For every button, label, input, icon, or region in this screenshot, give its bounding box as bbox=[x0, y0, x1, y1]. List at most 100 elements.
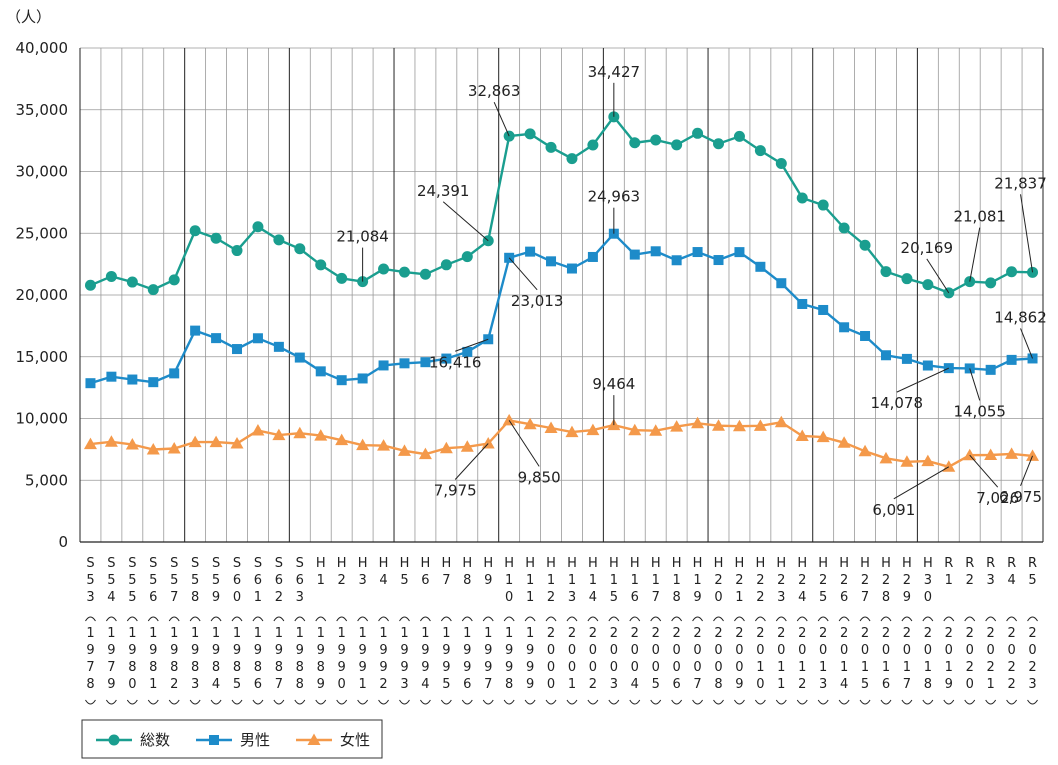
data-point bbox=[419, 268, 431, 280]
x-tick-label: S 5 5 1 9 8 0 bbox=[126, 556, 138, 705]
y-axis-unit: （人） bbox=[6, 8, 51, 26]
data-point bbox=[732, 419, 746, 432]
data-point bbox=[566, 153, 578, 165]
data-point bbox=[83, 437, 97, 450]
legend-item: 総数 bbox=[96, 731, 170, 749]
data-point bbox=[125, 438, 139, 450]
leader-line bbox=[1020, 328, 1033, 359]
x-tick-label: H 1 1 9 8 9 bbox=[315, 556, 327, 705]
data-point bbox=[377, 439, 391, 451]
data-point bbox=[294, 243, 306, 255]
data-point bbox=[251, 424, 265, 436]
data-point bbox=[713, 255, 724, 266]
x-tick-label: H 2 1 2 0 0 9 bbox=[734, 556, 745, 705]
paren-close bbox=[838, 699, 850, 705]
x-tick-label: H 1 6 2 0 0 4 bbox=[629, 556, 641, 705]
legend-item: 男性 bbox=[196, 731, 270, 749]
legend-marker bbox=[108, 734, 120, 746]
x-tick-label: R 4 2 0 2 2 bbox=[1006, 556, 1018, 705]
y-tick-label: 40,000 bbox=[16, 39, 69, 57]
y-tick-label: 5,000 bbox=[25, 471, 68, 489]
data-point bbox=[922, 360, 933, 371]
paren-open bbox=[399, 616, 410, 622]
data-point bbox=[148, 377, 159, 388]
data-label: 24,963 bbox=[588, 188, 641, 206]
y-tick-label: 20,000 bbox=[16, 286, 69, 304]
paren-open bbox=[252, 616, 264, 622]
data-point bbox=[106, 371, 117, 382]
data-point bbox=[963, 448, 977, 461]
x-tick-label: H 2 0 2 0 0 8 bbox=[713, 556, 724, 705]
x-tick-label: H 1 3 2 0 0 1 bbox=[566, 556, 578, 705]
x-tick-label: R 3 2 0 2 1 bbox=[985, 556, 997, 705]
data-point bbox=[734, 247, 745, 258]
paren-open bbox=[210, 616, 222, 622]
data-point bbox=[232, 344, 243, 355]
paren-open bbox=[482, 616, 494, 622]
data-point bbox=[692, 127, 704, 139]
paren-close bbox=[671, 699, 683, 705]
paren-open bbox=[880, 616, 892, 622]
paren-open bbox=[357, 616, 369, 622]
x-tick-label: H 2 9 2 0 1 7 bbox=[901, 556, 913, 705]
leader-line bbox=[969, 227, 981, 282]
data-point bbox=[713, 138, 725, 150]
paren-close bbox=[85, 699, 96, 705]
leader-line bbox=[926, 258, 950, 294]
data-point bbox=[587, 251, 598, 262]
paren-open bbox=[985, 616, 997, 622]
x-tick-label: H 2 4 2 0 1 2 bbox=[796, 556, 808, 705]
data-point bbox=[880, 350, 891, 361]
y-tick-label: 10,000 bbox=[16, 410, 69, 428]
paren-open bbox=[838, 616, 850, 622]
paren-open bbox=[587, 616, 599, 622]
data-point bbox=[420, 357, 431, 368]
paren-open bbox=[817, 616, 829, 622]
legend-item: 女性 bbox=[296, 731, 370, 749]
paren-open bbox=[189, 616, 201, 622]
data-point bbox=[189, 225, 201, 237]
data-point bbox=[378, 360, 389, 371]
paren-open bbox=[294, 616, 306, 622]
data-label: 7,975 bbox=[434, 482, 477, 500]
paren-close bbox=[545, 699, 557, 705]
data-labels: 21,084 24,391 32,863 34,427 20,169 21,081 21,8… bbox=[336, 63, 1046, 519]
data-point bbox=[336, 272, 348, 284]
legend-label: 総数 bbox=[140, 731, 170, 749]
data-point bbox=[273, 234, 285, 246]
data-point bbox=[252, 221, 264, 233]
data-point bbox=[796, 192, 808, 204]
data-label: 20,169 bbox=[901, 239, 954, 257]
series-line bbox=[90, 419, 1033, 469]
data-label: 34,427 bbox=[588, 63, 641, 81]
data-point bbox=[774, 415, 788, 428]
